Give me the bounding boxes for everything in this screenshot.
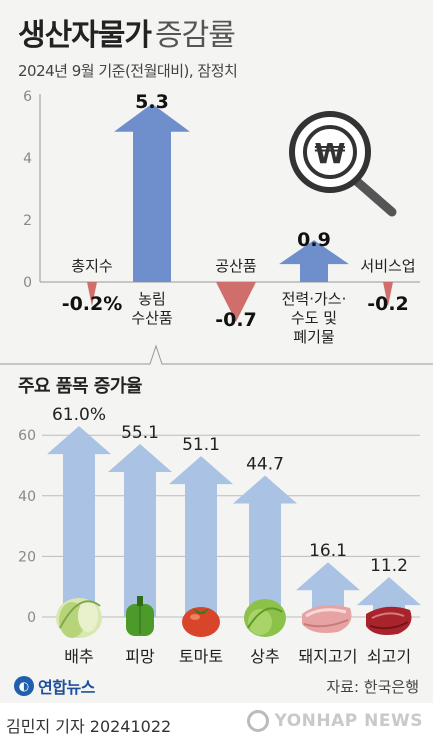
- logo-text: 연합뉴스: [38, 678, 95, 697]
- chart1-value-label: -0.2%: [62, 293, 123, 315]
- chart2-category-label: 토마토: [179, 647, 223, 666]
- chart1-arrow-down: [87, 282, 97, 307]
- chart1-arrow-down: [383, 282, 393, 307]
- chart2-arrow-up: [357, 577, 421, 617]
- subtitle: 2024년 9월 기준(전월대비), 잠정치: [18, 62, 238, 80]
- chart1-category-label: 농림 수산품: [131, 290, 172, 327]
- svg-text:₩: ₩: [315, 137, 346, 170]
- chart2-y-tick-label: 40: [18, 489, 36, 505]
- chart2-category-label: 배추: [64, 647, 93, 666]
- watermark-text: YONHAP NEWS: [274, 711, 423, 731]
- won-magnifier-icon: ₩: [289, 111, 397, 217]
- chart1-y-tick-label: 6: [23, 89, 32, 105]
- chart1-category-label: 서비스업: [360, 257, 415, 275]
- yonhap-logo-icon: ◐: [14, 676, 34, 696]
- chart2-y-tick-label: 60: [18, 428, 36, 444]
- chart2-arrow-up: [296, 562, 360, 617]
- chart1-value-label: -0.7: [215, 309, 257, 331]
- chart2-category-label: 쇠고기: [367, 647, 411, 666]
- chart1-y-ticks: 0 2 4 6: [23, 89, 32, 291]
- chart2-labels: 61.0% 배추 55.1 피망 51.1 토마토 44.7 상추 16.1 돼지고기 11.2 쇠고…: [52, 405, 411, 666]
- chart2-y-tick-label: 20: [18, 549, 36, 565]
- chart2-bars: [47, 426, 421, 617]
- source-note: 자료: 한국은행: [326, 678, 419, 696]
- chart2-value-label: 11.2: [370, 556, 408, 576]
- chart2-arrow-up: [233, 475, 297, 617]
- chart1-arrow-up: [279, 240, 349, 282]
- title-light: 증감률: [155, 18, 236, 53]
- tomato-icon: [182, 607, 220, 637]
- pork-icon: [302, 605, 352, 633]
- chart1-category-label: 총지수: [71, 257, 112, 275]
- title-bold: 생산자물가: [18, 18, 152, 53]
- beef-icon: [366, 606, 412, 635]
- chart1-y-tick-label: 2: [23, 213, 32, 229]
- agency-logo: ◐ 연합뉴스: [14, 674, 95, 698]
- lettuce-icon: [244, 599, 286, 637]
- author-line: 김민지 기자 20241022: [6, 717, 172, 736]
- chart-divider: [0, 344, 433, 365]
- chart1-arrow-down: [216, 282, 256, 322]
- chart1-labels: 총지수 -0.2% 농림 수산품 5.3 공산품 -0.7 전력·가스· 수도 및 폐기물 0.9 서…: [62, 91, 416, 346]
- chart2-gridlines: [42, 434, 420, 618]
- chart2-y-tick-label: 0: [27, 610, 36, 626]
- chart2-value-label: 55.1: [121, 423, 159, 443]
- chart1-bars: [87, 103, 393, 322]
- pepper-icon: [126, 596, 154, 636]
- chart1-category-label: 전력·가스· 수도 및 폐기물: [282, 290, 347, 346]
- chart1-arrow-up: [114, 103, 190, 282]
- chart2-arrow-up: [169, 456, 233, 617]
- chart1-category-label: 공산품: [215, 257, 256, 275]
- chart2-category-label: 상추: [250, 647, 279, 666]
- chart1-y-tick-label: 0: [23, 275, 32, 291]
- footer-bar: [0, 703, 433, 750]
- page-title: 생산자물가 증감률: [18, 10, 236, 54]
- chart1-y-tick-label: 4: [23, 151, 32, 167]
- chart1-value-label: -0.2: [367, 293, 409, 315]
- chart2-value-label: 51.1: [182, 435, 220, 455]
- chart1-value-label: 0.9: [297, 229, 331, 251]
- chart2-arrow-up: [108, 444, 172, 617]
- chart2-value-label: 16.1: [309, 541, 347, 561]
- chart2-category-label: 돼지고기: [299, 647, 358, 666]
- chart2-category-label: 피망: [125, 647, 155, 666]
- chart2-arrow-up: [47, 426, 111, 617]
- chart2-value-label: 61.0%: [52, 405, 106, 425]
- watermark-logo-icon: [246, 710, 269, 732]
- cabbage-icon: [56, 598, 102, 638]
- chart2-y-ticks: 0 20 40 60: [18, 428, 36, 626]
- chart2-value-label: 44.7: [246, 455, 284, 475]
- watermark: YONHAP NEWS: [246, 710, 423, 732]
- chart1-value-label: 5.3: [135, 91, 169, 113]
- section2-title: 주요 품목 증가율: [18, 376, 142, 397]
